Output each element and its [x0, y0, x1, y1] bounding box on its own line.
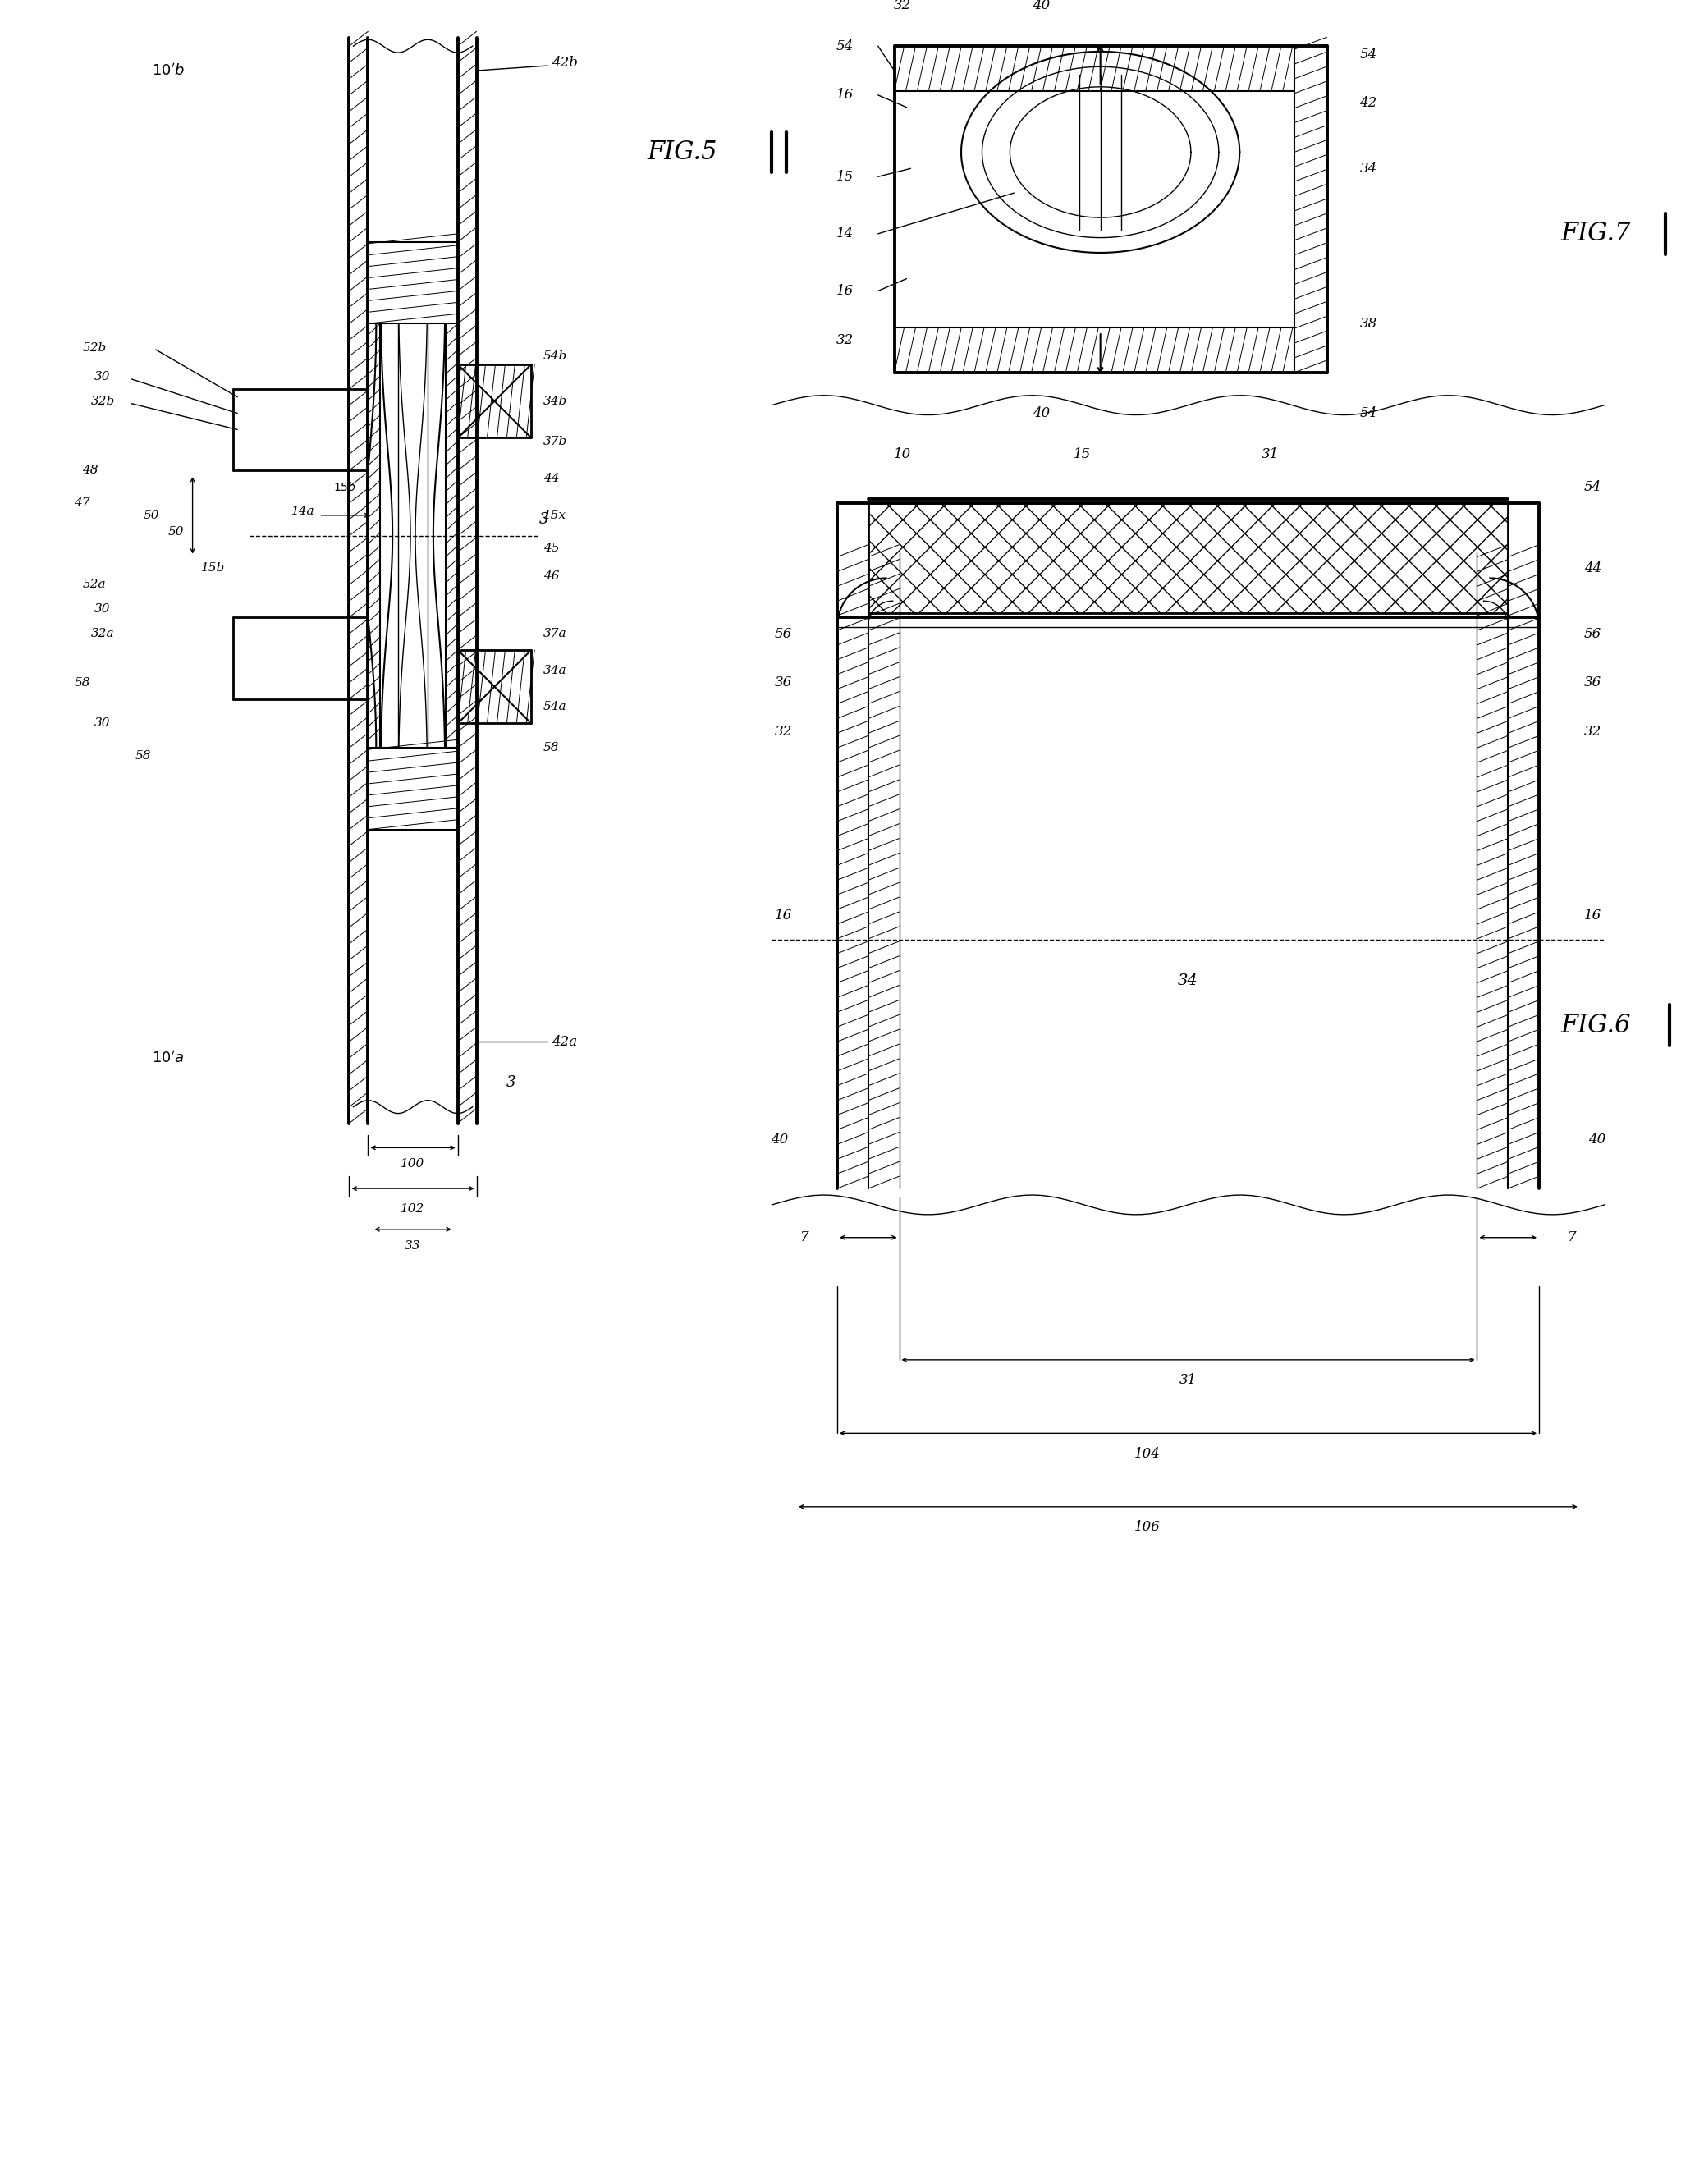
- Text: 32: 32: [835, 332, 854, 347]
- Text: 16: 16: [835, 87, 854, 103]
- Text: 50: 50: [145, 509, 160, 522]
- Text: 52a: 52a: [82, 579, 106, 590]
- Text: 34: 34: [1360, 162, 1377, 175]
- Text: $10'a$: $10'a$: [151, 1051, 183, 1066]
- Text: 16: 16: [775, 909, 792, 922]
- Text: 44: 44: [1584, 561, 1602, 574]
- Text: 3: 3: [538, 511, 548, 526]
- Text: 42b: 42b: [551, 55, 578, 70]
- Text: 14: 14: [835, 227, 854, 240]
- Text: 58: 58: [136, 751, 151, 762]
- Text: 15b: 15b: [200, 563, 225, 574]
- Text: 102: 102: [400, 1203, 425, 1214]
- Text: 33: 33: [405, 1241, 420, 1251]
- Text: 15: 15: [835, 170, 854, 183]
- Text: 34: 34: [1178, 974, 1199, 987]
- Text: 32a: 32a: [91, 627, 114, 640]
- Text: 56: 56: [775, 627, 792, 640]
- Text: 10: 10: [894, 448, 911, 461]
- Text: 40: 40: [1589, 1133, 1605, 1147]
- Text: 40: 40: [1032, 406, 1051, 419]
- Text: 46: 46: [543, 570, 560, 583]
- Text: 32: 32: [894, 0, 911, 13]
- Text: 30: 30: [94, 371, 111, 382]
- Text: 14a: 14a: [291, 505, 314, 518]
- Text: FIG.5: FIG.5: [647, 140, 718, 166]
- Text: 32: 32: [775, 725, 792, 738]
- Text: 50: 50: [168, 526, 185, 537]
- Text: 16: 16: [1584, 909, 1602, 922]
- Text: 100: 100: [400, 1158, 425, 1171]
- Text: 54: 54: [1360, 48, 1377, 61]
- Text: 36: 36: [1584, 675, 1602, 690]
- Text: 54: 54: [835, 39, 854, 52]
- Text: 54: 54: [1360, 406, 1377, 419]
- Text: 38: 38: [1360, 317, 1377, 330]
- Text: 3: 3: [506, 1075, 516, 1090]
- Text: 16: 16: [835, 284, 854, 297]
- Text: 52b: 52b: [82, 343, 106, 354]
- Text: 54: 54: [1584, 480, 1602, 494]
- Text: 44: 44: [543, 474, 560, 485]
- Text: $15b$: $15b$: [333, 480, 356, 494]
- Text: 42a: 42a: [551, 1035, 577, 1048]
- Text: 37b: 37b: [543, 437, 568, 448]
- Text: 54a: 54a: [543, 701, 566, 712]
- Text: 45: 45: [543, 542, 560, 555]
- Text: 34a: 34a: [543, 664, 566, 677]
- Text: FIG.7: FIG.7: [1562, 221, 1631, 247]
- Text: 37a: 37a: [543, 627, 566, 640]
- Text: 7: 7: [1568, 1230, 1577, 1245]
- Text: 31: 31: [1261, 448, 1279, 461]
- Text: 32: 32: [1584, 725, 1602, 738]
- Text: $10'b$: $10'b$: [151, 63, 185, 79]
- Text: 31: 31: [1180, 1374, 1197, 1387]
- Text: 54b: 54b: [543, 349, 568, 363]
- Text: FIG.6: FIG.6: [1562, 1013, 1631, 1037]
- Text: 56: 56: [1584, 627, 1602, 640]
- Text: 40: 40: [772, 1133, 788, 1147]
- Text: 106: 106: [1135, 1520, 1160, 1533]
- Text: 32b: 32b: [91, 395, 114, 406]
- Text: 7: 7: [800, 1230, 809, 1245]
- Text: 40: 40: [1032, 0, 1051, 13]
- Text: 47: 47: [74, 498, 91, 509]
- Text: 34b: 34b: [543, 395, 568, 406]
- Text: 30: 30: [94, 719, 111, 729]
- Text: 15: 15: [1074, 448, 1091, 461]
- Text: 48: 48: [82, 465, 99, 476]
- Text: 36: 36: [775, 675, 792, 690]
- Text: 104: 104: [1135, 1446, 1160, 1461]
- Text: 15x: 15x: [543, 509, 566, 522]
- Text: 30: 30: [94, 603, 111, 616]
- Text: 42: 42: [1360, 96, 1377, 109]
- Text: 58: 58: [74, 677, 91, 688]
- Text: 58: 58: [543, 743, 560, 753]
- Bar: [869, 502, 1508, 614]
